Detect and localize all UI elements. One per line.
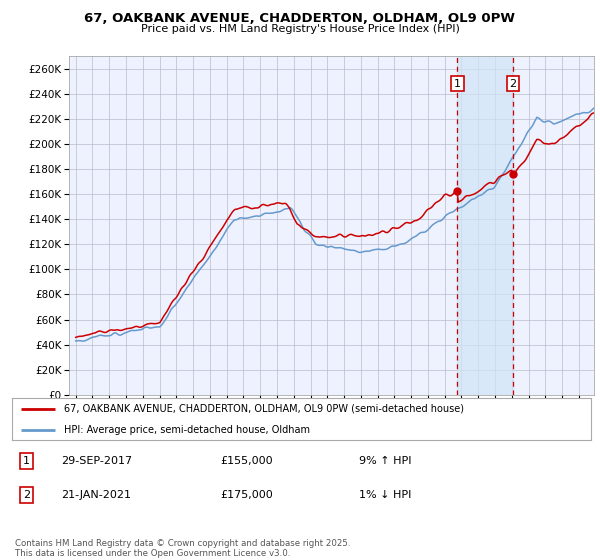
Text: 1% ↓ HPI: 1% ↓ HPI xyxy=(359,490,412,500)
Text: 67, OAKBANK AVENUE, CHADDERTON, OLDHAM, OL9 0PW (semi-detached house): 67, OAKBANK AVENUE, CHADDERTON, OLDHAM, … xyxy=(64,404,464,413)
Text: 21-JAN-2021: 21-JAN-2021 xyxy=(61,490,131,500)
Text: HPI: Average price, semi-detached house, Oldham: HPI: Average price, semi-detached house,… xyxy=(64,424,310,435)
Text: 9% ↑ HPI: 9% ↑ HPI xyxy=(359,456,412,466)
Text: £175,000: £175,000 xyxy=(220,490,273,500)
Text: £155,000: £155,000 xyxy=(220,456,273,466)
Text: 1: 1 xyxy=(23,456,30,466)
Text: 2: 2 xyxy=(509,78,517,88)
Text: 67, OAKBANK AVENUE, CHADDERTON, OLDHAM, OL9 0PW: 67, OAKBANK AVENUE, CHADDERTON, OLDHAM, … xyxy=(85,12,515,25)
Text: Price paid vs. HM Land Registry's House Price Index (HPI): Price paid vs. HM Land Registry's House … xyxy=(140,24,460,34)
Bar xyxy=(457,56,513,395)
Text: 2: 2 xyxy=(23,490,30,500)
Text: 29-SEP-2017: 29-SEP-2017 xyxy=(61,456,133,466)
Text: Contains HM Land Registry data © Crown copyright and database right 2025.
This d: Contains HM Land Registry data © Crown c… xyxy=(15,539,350,558)
Text: 1: 1 xyxy=(454,78,461,88)
